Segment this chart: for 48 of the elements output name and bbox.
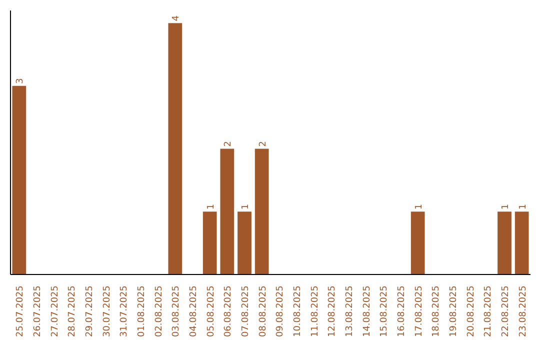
- x-tick-label: 23.08.2025: [518, 286, 528, 338]
- x-tick-label: 02.08.2025: [154, 286, 164, 338]
- data-label: 3: [16, 78, 26, 84]
- x-tick-label: 11.08.2025: [310, 286, 320, 338]
- x-tick-label: 21.08.2025: [484, 286, 494, 338]
- x-tick-label: 05.08.2025: [206, 286, 216, 338]
- x-tick-label: 31.07.2025: [120, 286, 130, 338]
- x-tick-label: 06.08.2025: [224, 286, 234, 338]
- bar: [12, 86, 26, 274]
- x-tick-label: 19.08.2025: [449, 286, 459, 338]
- x-tick-label: 26.07.2025: [33, 286, 43, 338]
- x-tick-label: 07.08.2025: [241, 286, 251, 338]
- bar: [168, 23, 182, 274]
- data-label: 2: [224, 141, 234, 147]
- x-tick-label: 09.08.2025: [276, 286, 286, 338]
- x-tick-label: 17.08.2025: [414, 286, 424, 338]
- data-label: 1: [241, 204, 251, 210]
- x-tick-label: 03.08.2025: [172, 286, 182, 338]
- x-tick-label: 16.08.2025: [397, 286, 407, 338]
- data-label: 1: [206, 204, 216, 210]
- x-tick-label: 22.08.2025: [501, 286, 511, 338]
- x-tick-label: 18.08.2025: [432, 286, 442, 338]
- x-tick-label: 20.08.2025: [466, 286, 476, 338]
- x-tick-label: 27.07.2025: [50, 286, 60, 338]
- x-tick-label: 15.08.2025: [380, 286, 390, 338]
- x-tick-label: 25.07.2025: [16, 286, 26, 338]
- x-tick-label: 10.08.2025: [293, 286, 303, 338]
- x-tick-label: 30.07.2025: [102, 286, 112, 338]
- data-label: 4: [172, 15, 182, 22]
- x-tick-label: 13.08.2025: [345, 286, 355, 338]
- bar: [238, 212, 252, 274]
- bar: [202, 212, 217, 274]
- bar: [410, 212, 425, 274]
- data-label: 1: [414, 204, 424, 210]
- x-tick-label: 04.08.2025: [189, 286, 199, 338]
- x-tick-label: 14.08.2025: [362, 286, 372, 338]
- bar: [514, 212, 529, 274]
- x-tick-label: 29.07.2025: [85, 286, 95, 338]
- data-label: 2: [258, 141, 268, 147]
- x-tick-label: 12.08.2025: [328, 286, 338, 338]
- bar: [220, 148, 234, 274]
- x-tick-label: 08.08.2025: [258, 286, 268, 338]
- x-tick-label: 01.08.2025: [137, 286, 147, 338]
- x-tick-label: 28.07.2025: [68, 286, 78, 338]
- data-label: 1: [501, 204, 511, 210]
- bar: [498, 212, 512, 274]
- data-label: 1: [518, 204, 528, 210]
- bar: [254, 148, 269, 274]
